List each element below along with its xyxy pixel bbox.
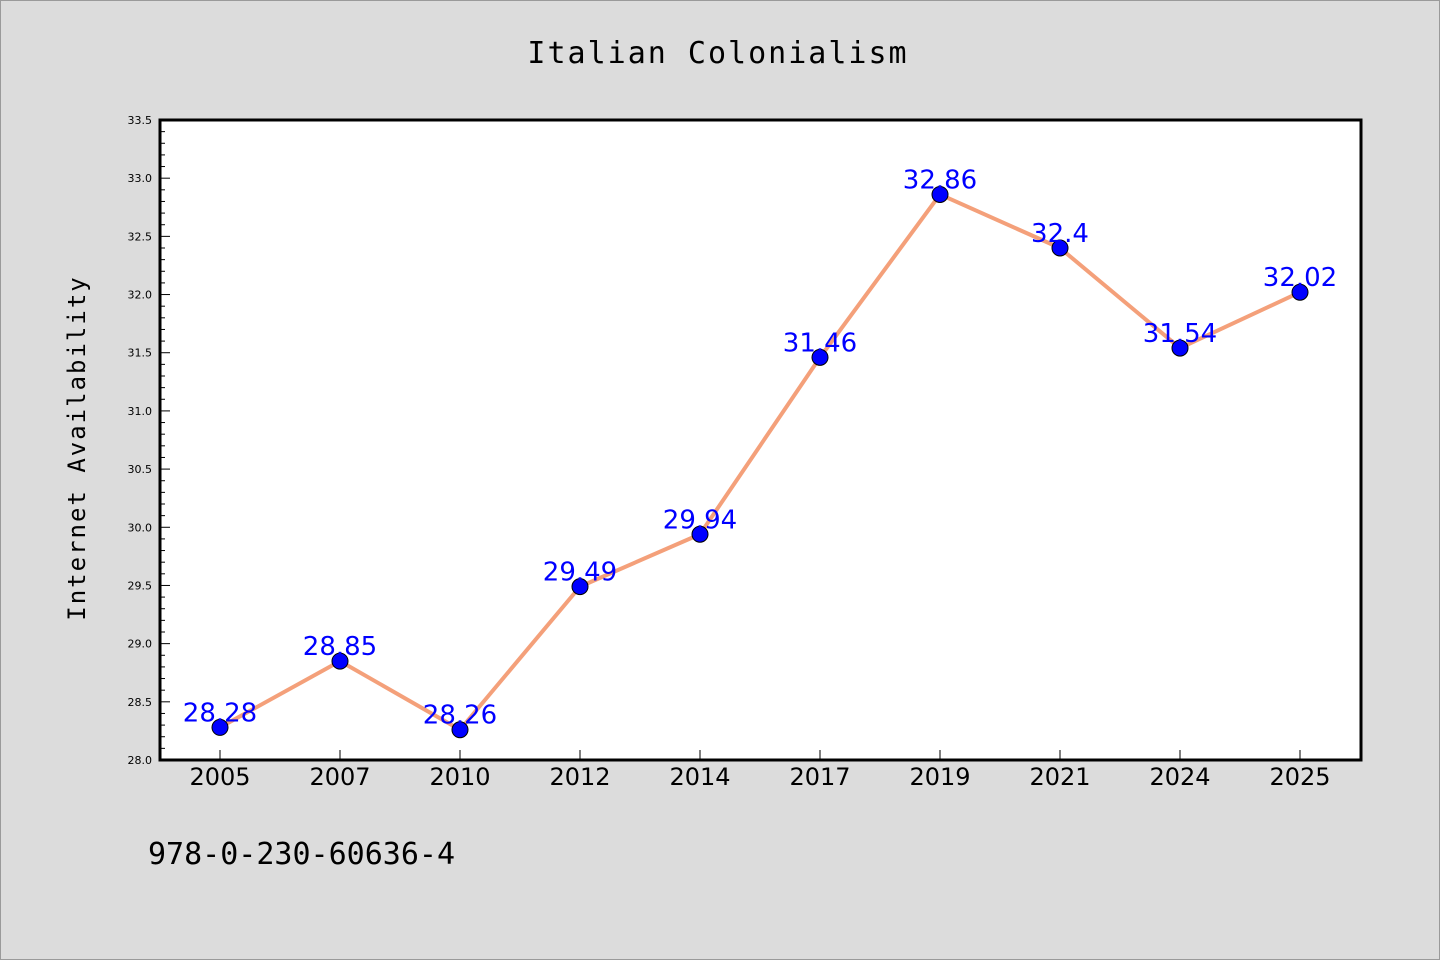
x-tick-label: 2025 (1269, 763, 1330, 791)
x-axis-ticks: 2005 2007 2010 2012 2014 2017 2019 2021 2024 2025 (189, 750, 1331, 791)
data-label: 29.94 (663, 505, 737, 535)
data-label: 29.49 (543, 558, 617, 588)
data-point (1291, 283, 1309, 301)
x-tick-label: 2005 (189, 763, 250, 791)
y-tick-label: 33.0 (128, 172, 153, 185)
y-tick-label: 28.5 (128, 696, 153, 709)
data-point (331, 652, 349, 670)
footer-isbn: 978-0-230-60636-4 (148, 837, 455, 872)
data-label: 28.28 (183, 698, 257, 728)
chart-title: Italian Colonialism (527, 36, 908, 71)
series-line (219, 192, 1301, 732)
data-label: 32.02 (1263, 263, 1337, 293)
data-point (811, 348, 829, 366)
data-label: 32.86 (903, 165, 977, 195)
plot-area (158, 118, 1363, 762)
data-label: 28.85 (303, 632, 377, 662)
x-tick-label: 2017 (789, 763, 850, 791)
data-point (571, 578, 589, 596)
y-tick-label: 28.0 (128, 754, 153, 767)
y-tick-label: 31.5 (128, 347, 153, 360)
x-tick-label: 2014 (669, 763, 730, 791)
y-tick-label: 30.5 (128, 463, 153, 476)
x-tick-label: 2024 (1149, 763, 1210, 791)
data-point (451, 721, 469, 739)
data-label: 28.26 (423, 701, 497, 731)
x-tick-label: 2012 (549, 763, 610, 791)
data-label: 31.46 (783, 328, 857, 358)
x-tick-label: 2019 (909, 763, 970, 791)
y-axis-label: Internet Availability (63, 275, 91, 620)
data-point (1051, 239, 1069, 257)
data-label: 31.54 (1143, 319, 1217, 349)
data-point (931, 185, 949, 203)
y-tick-label: 29.0 (128, 638, 153, 651)
y-tick-label: 30.0 (128, 521, 153, 534)
x-tick-label: 2007 (309, 763, 370, 791)
data-point (691, 525, 709, 543)
y-tick-label: 31.0 (128, 405, 153, 418)
series-line-group: 28.28 28.85 28.26 29.49 29.94 31.46 32.86 32.4 3… (183, 165, 1337, 739)
x-tick-label: 2021 (1029, 763, 1090, 791)
data-point (211, 718, 229, 736)
x-tick-label: 2010 (429, 763, 490, 791)
y-tick-label: 29.5 (128, 579, 153, 592)
y-tick-label: 32.5 (128, 230, 153, 243)
y-tick-label: 32.0 (128, 289, 153, 302)
data-point (1171, 339, 1189, 357)
y-axis-ticks: 28.0 28.5 29.0 29.5 30.0 30.5 31.0 31.5 32.0 32.5… (128, 114, 170, 767)
data-label: 32.4 (1031, 219, 1089, 249)
y-tick-label: 33.5 (128, 114, 153, 127)
